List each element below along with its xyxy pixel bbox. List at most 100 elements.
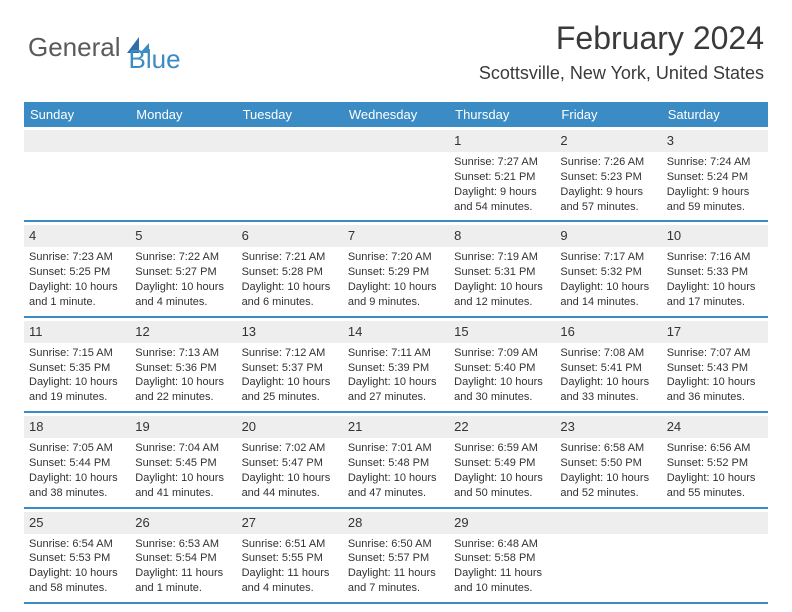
daylight-text: and 41 minutes. [135, 486, 231, 501]
sunrise-text: Sunrise: 7:05 AM [29, 441, 125, 456]
day-number: 1 [454, 133, 461, 148]
day-number-bar: 1 [449, 130, 555, 152]
daylight-text: Daylight: 10 hours [667, 375, 763, 390]
daylight-text: Daylight: 10 hours [560, 375, 656, 390]
sunrise-text: Sunrise: 7:15 AM [29, 346, 125, 361]
day-cell: 26Sunrise: 6:53 AMSunset: 5:54 PMDayligh… [130, 509, 236, 602]
day-number-bar: 14 [343, 321, 449, 343]
day-cell [343, 127, 449, 220]
daylight-text: Daylight: 10 hours [454, 375, 550, 390]
day-number-bar: 22 [449, 416, 555, 438]
sunset-text: Sunset: 5:43 PM [667, 361, 763, 376]
day-cell: 19Sunrise: 7:04 AMSunset: 5:45 PMDayligh… [130, 413, 236, 506]
sunset-text: Sunset: 5:36 PM [135, 361, 231, 376]
day-number-bar: 11 [24, 321, 130, 343]
sunset-text: Sunset: 5:29 PM [348, 265, 444, 280]
sunrise-text: Sunrise: 6:58 AM [560, 441, 656, 456]
day-cell: 13Sunrise: 7:12 AMSunset: 5:37 PMDayligh… [237, 318, 343, 411]
daylight-text: Daylight: 10 hours [242, 471, 338, 486]
sunset-text: Sunset: 5:53 PM [29, 551, 125, 566]
day-cell [662, 509, 768, 602]
day-number: 21 [348, 419, 362, 434]
daylight-text: and 1 minute. [29, 295, 125, 310]
daylight-text: Daylight: 10 hours [667, 280, 763, 295]
day-number-bar: 13 [237, 321, 343, 343]
week-row: 11Sunrise: 7:15 AMSunset: 5:35 PMDayligh… [24, 318, 768, 413]
logo-text-general: General [28, 32, 121, 63]
sunrise-text: Sunrise: 7:04 AM [135, 441, 231, 456]
daylight-text: and 36 minutes. [667, 390, 763, 405]
sunset-text: Sunset: 5:25 PM [29, 265, 125, 280]
day-number-bar: 25 [24, 512, 130, 534]
daylight-text: and 58 minutes. [29, 581, 125, 596]
day-number-bar: 19 [130, 416, 236, 438]
day-cell [130, 127, 236, 220]
sunset-text: Sunset: 5:47 PM [242, 456, 338, 471]
day-cell: 29Sunrise: 6:48 AMSunset: 5:58 PMDayligh… [449, 509, 555, 602]
daylight-text: Daylight: 10 hours [348, 375, 444, 390]
sunset-text: Sunset: 5:58 PM [454, 551, 550, 566]
daylight-text: and 57 minutes. [560, 200, 656, 215]
sunset-text: Sunset: 5:23 PM [560, 170, 656, 185]
weekday-header: Friday [555, 102, 661, 127]
daylight-text: and 10 minutes. [454, 581, 550, 596]
day-cell: 6Sunrise: 7:21 AMSunset: 5:28 PMDaylight… [237, 222, 343, 315]
daylight-text: Daylight: 10 hours [454, 471, 550, 486]
daylight-text: and 7 minutes. [348, 581, 444, 596]
sunrise-text: Sunrise: 7:09 AM [454, 346, 550, 361]
day-cell: 28Sunrise: 6:50 AMSunset: 5:57 PMDayligh… [343, 509, 449, 602]
day-cell: 21Sunrise: 7:01 AMSunset: 5:48 PMDayligh… [343, 413, 449, 506]
day-number-bar-empty [237, 130, 343, 152]
sunrise-text: Sunrise: 7:02 AM [242, 441, 338, 456]
sunset-text: Sunset: 5:27 PM [135, 265, 231, 280]
daylight-text: and 27 minutes. [348, 390, 444, 405]
sunset-text: Sunset: 5:45 PM [135, 456, 231, 471]
day-cell: 4Sunrise: 7:23 AMSunset: 5:25 PMDaylight… [24, 222, 130, 315]
daylight-text: and 30 minutes. [454, 390, 550, 405]
sunrise-text: Sunrise: 7:12 AM [242, 346, 338, 361]
sunrise-text: Sunrise: 7:01 AM [348, 441, 444, 456]
daylight-text: and 14 minutes. [560, 295, 656, 310]
weekday-header-row: SundayMondayTuesdayWednesdayThursdayFrid… [24, 102, 768, 127]
calendar: SundayMondayTuesdayWednesdayThursdayFrid… [24, 102, 768, 604]
week-row: 1Sunrise: 7:27 AMSunset: 5:21 PMDaylight… [24, 127, 768, 222]
daylight-text: and 33 minutes. [560, 390, 656, 405]
sunrise-text: Sunrise: 6:54 AM [29, 537, 125, 552]
day-number: 27 [242, 515, 256, 530]
day-number-bar: 4 [24, 225, 130, 247]
daylight-text: Daylight: 10 hours [29, 375, 125, 390]
day-number-bar: 12 [130, 321, 236, 343]
day-number-bar: 29 [449, 512, 555, 534]
day-number: 29 [454, 515, 468, 530]
daylight-text: and 55 minutes. [667, 486, 763, 501]
day-number-bar: 27 [237, 512, 343, 534]
header: General Blue February 2024 Scottsville, … [0, 0, 792, 94]
sunrise-text: Sunrise: 6:53 AM [135, 537, 231, 552]
sunset-text: Sunset: 5:44 PM [29, 456, 125, 471]
day-number: 14 [348, 324, 362, 339]
day-number: 17 [667, 324, 681, 339]
day-number: 20 [242, 419, 256, 434]
day-number-bar: 17 [662, 321, 768, 343]
weekday-header: Thursday [449, 102, 555, 127]
sunrise-text: Sunrise: 7:07 AM [667, 346, 763, 361]
day-number-bar-empty [555, 512, 661, 534]
title-block: February 2024 Scottsville, New York, Uni… [479, 20, 764, 84]
daylight-text: Daylight: 10 hours [29, 566, 125, 581]
day-cell: 22Sunrise: 6:59 AMSunset: 5:49 PMDayligh… [449, 413, 555, 506]
day-cell: 14Sunrise: 7:11 AMSunset: 5:39 PMDayligh… [343, 318, 449, 411]
sunrise-text: Sunrise: 7:26 AM [560, 155, 656, 170]
daylight-text: Daylight: 9 hours [560, 185, 656, 200]
sunrise-text: Sunrise: 7:23 AM [29, 250, 125, 265]
sunset-text: Sunset: 5:55 PM [242, 551, 338, 566]
day-number-bar-empty [662, 512, 768, 534]
daylight-text: and 1 minute. [135, 581, 231, 596]
calendar-weeks: 1Sunrise: 7:27 AMSunset: 5:21 PMDaylight… [24, 127, 768, 604]
day-number: 2 [560, 133, 567, 148]
day-number: 7 [348, 228, 355, 243]
day-number-bar: 5 [130, 225, 236, 247]
daylight-text: and 22 minutes. [135, 390, 231, 405]
sunset-text: Sunset: 5:32 PM [560, 265, 656, 280]
day-number: 26 [135, 515, 149, 530]
day-number: 10 [667, 228, 681, 243]
